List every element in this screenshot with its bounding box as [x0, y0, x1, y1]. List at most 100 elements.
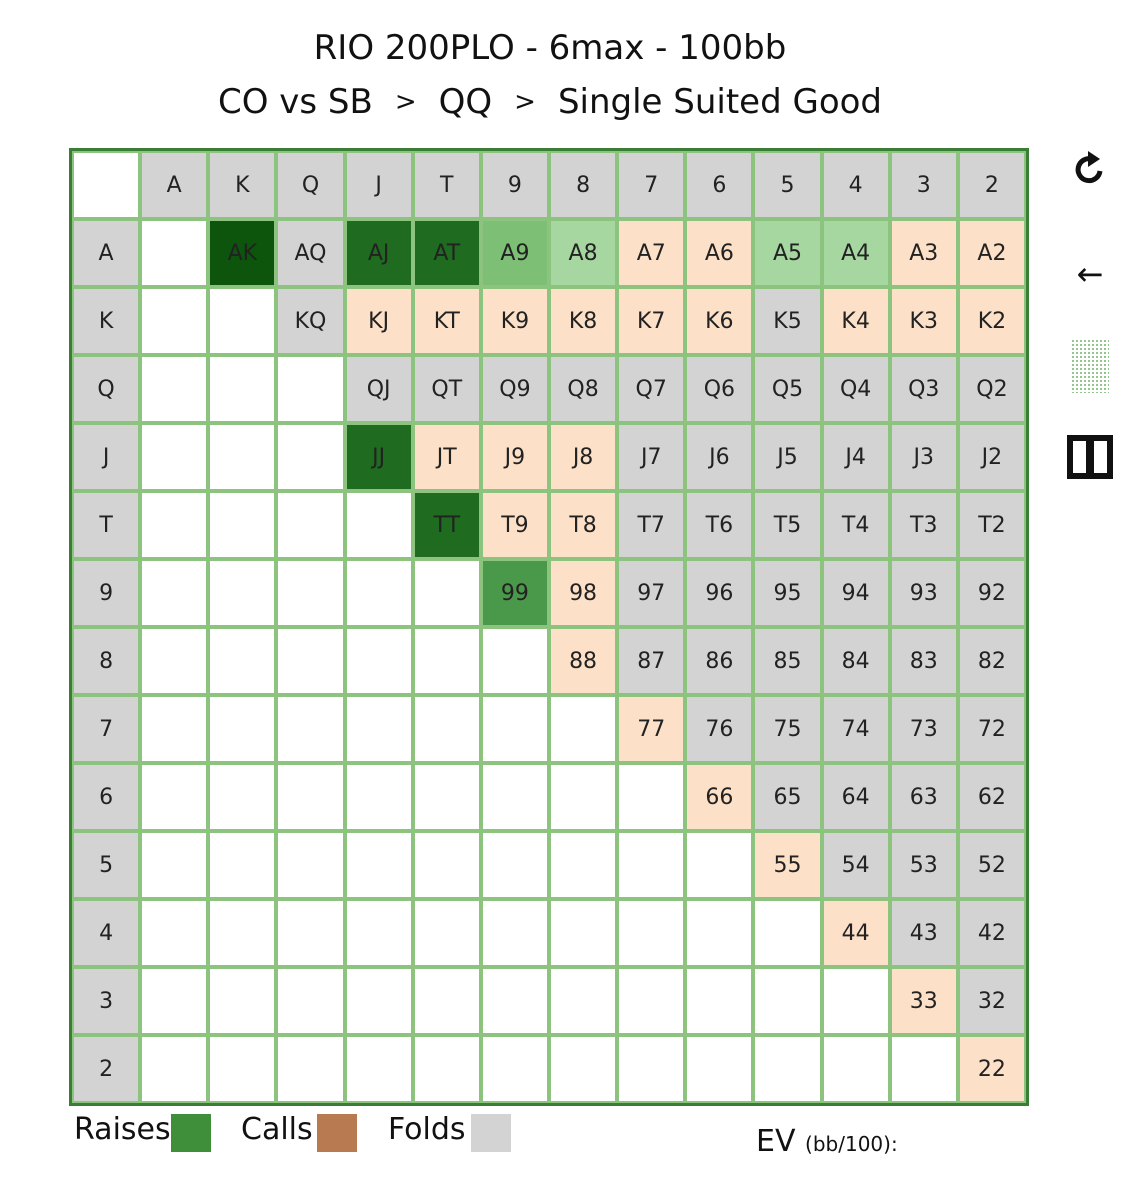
hand-cell[interactable]: 54 [823, 833, 888, 897]
hand-cell[interactable]: 73 [891, 697, 956, 761]
hand-cell[interactable]: 72 [959, 697, 1024, 761]
hand-cell[interactable]: AK [210, 221, 275, 285]
hand-cell[interactable]: K6 [687, 289, 752, 353]
hand-cell[interactable]: 65 [755, 765, 820, 829]
hand-cell[interactable]: 88 [551, 629, 616, 693]
hand-cell[interactable]: A6 [687, 221, 752, 285]
hand-cell[interactable]: K7 [619, 289, 684, 353]
pause-icon[interactable] [1064, 432, 1116, 482]
hand-cell[interactable]: Q4 [823, 357, 888, 421]
hand-cell[interactable]: A9 [482, 221, 547, 285]
hand-cell[interactable]: A5 [755, 221, 820, 285]
hand-cell[interactable]: Q3 [891, 357, 956, 421]
hand-cell[interactable]: A3 [891, 221, 956, 285]
hand-cell[interactable]: 64 [823, 765, 888, 829]
hand-cell[interactable]: Q8 [551, 357, 616, 421]
hand-cell[interactable]: T8 [551, 493, 616, 557]
hand-cell[interactable]: 82 [959, 629, 1024, 693]
dotted-pattern-icon[interactable] [1064, 338, 1116, 394]
arrow-left-icon[interactable]: ← [1076, 255, 1104, 293]
hand-cell[interactable]: 74 [823, 697, 888, 761]
breadcrumb-item-suit[interactable]: Single Suited Good [557, 82, 883, 122]
hand-cell[interactable]: 22 [959, 1037, 1024, 1101]
hand-cell[interactable]: A4 [823, 221, 888, 285]
hand-cell[interactable]: T3 [891, 493, 956, 557]
hand-cell[interactable]: 92 [959, 561, 1024, 625]
hand-cell[interactable]: 85 [755, 629, 820, 693]
hand-cell[interactable]: 98 [551, 561, 616, 625]
hand-cell[interactable]: 96 [687, 561, 752, 625]
hand-cell[interactable]: J4 [823, 425, 888, 489]
hand-cell[interactable]: Q9 [482, 357, 547, 421]
hand-cell[interactable]: 43 [891, 901, 956, 965]
hand-cell[interactable]: 53 [891, 833, 956, 897]
hand-cell[interactable]: JT [414, 425, 479, 489]
hand-cell[interactable]: 66 [687, 765, 752, 829]
hand-cell[interactable]: 76 [687, 697, 752, 761]
hand-cell[interactable]: T4 [823, 493, 888, 557]
empty-cell [619, 969, 684, 1033]
hand-cell[interactable]: Q7 [619, 357, 684, 421]
hand-cell[interactable]: 33 [891, 969, 956, 1033]
hand-cell[interactable]: K3 [891, 289, 956, 353]
hand-cell[interactable]: T2 [959, 493, 1024, 557]
hand-cell[interactable]: A8 [551, 221, 616, 285]
hand-cell[interactable]: KJ [346, 289, 411, 353]
hand-cell[interactable]: 52 [959, 833, 1024, 897]
rotate-icon[interactable] [1064, 144, 1116, 194]
hand-cell[interactable]: 87 [619, 629, 684, 693]
hand-cell[interactable]: AJ [346, 221, 411, 285]
hand-cell[interactable]: J7 [619, 425, 684, 489]
hand-cell[interactable]: 44 [823, 901, 888, 965]
hand-cell[interactable]: T5 [755, 493, 820, 557]
hand-cell[interactable]: 55 [755, 833, 820, 897]
hand-cell[interactable]: Q2 [959, 357, 1024, 421]
hand-cell[interactable]: K9 [482, 289, 547, 353]
hand-cell[interactable]: Q5 [755, 357, 820, 421]
hand-cell[interactable]: 32 [959, 969, 1024, 1033]
hand-cell[interactable]: K4 [823, 289, 888, 353]
hand-cell[interactable]: JJ [346, 425, 411, 489]
hand-cell[interactable]: 95 [755, 561, 820, 625]
hand-cell[interactable]: 84 [823, 629, 888, 693]
hand-cell[interactable]: A7 [619, 221, 684, 285]
hand-cell[interactable]: J6 [687, 425, 752, 489]
hand-cell[interactable]: K2 [959, 289, 1024, 353]
hand-cell[interactable]: Q6 [687, 357, 752, 421]
hand-cell[interactable]: KQ [278, 289, 343, 353]
hand-cell[interactable]: 42 [959, 901, 1024, 965]
hand-cell[interactable]: KT [414, 289, 479, 353]
hand-cell[interactable]: A2 [959, 221, 1024, 285]
hand-cell[interactable]: QT [414, 357, 479, 421]
empty-cell [414, 561, 479, 625]
hand-cell[interactable]: T6 [687, 493, 752, 557]
breadcrumb-item-hand[interactable]: QQ [438, 82, 493, 122]
hand-cell[interactable]: AT [414, 221, 479, 285]
hand-cell[interactable]: 63 [891, 765, 956, 829]
empty-cell [210, 969, 275, 1033]
hand-cell[interactable]: 97 [619, 561, 684, 625]
hand-cell[interactable]: QJ [346, 357, 411, 421]
hand-cell[interactable]: J2 [959, 425, 1024, 489]
hand-cell[interactable]: TT [414, 493, 479, 557]
hand-cell[interactable]: J5 [755, 425, 820, 489]
breadcrumb-item-position[interactable]: CO vs SB [217, 82, 373, 122]
hand-cell[interactable]: 93 [891, 561, 956, 625]
hand-cell[interactable]: 77 [619, 697, 684, 761]
hand-cell[interactable]: T7 [619, 493, 684, 557]
hand-cell[interactable]: AQ [278, 221, 343, 285]
hand-cell[interactable]: 83 [891, 629, 956, 693]
hand-cell[interactable]: K5 [755, 289, 820, 353]
hand-cell[interactable]: 75 [755, 697, 820, 761]
hand-cell[interactable]: 94 [823, 561, 888, 625]
hand-cell[interactable]: 62 [959, 765, 1024, 829]
hand-cell[interactable]: J3 [891, 425, 956, 489]
legend-calls-label: Calls [241, 1112, 313, 1147]
hand-cell[interactable]: K8 [551, 289, 616, 353]
hand-cell[interactable]: 86 [687, 629, 752, 693]
hand-cell[interactable]: J9 [482, 425, 547, 489]
hand-cell[interactable]: T9 [482, 493, 547, 557]
empty-cell [346, 697, 411, 761]
hand-cell[interactable]: J8 [551, 425, 616, 489]
hand-cell[interactable]: 99 [482, 561, 547, 625]
